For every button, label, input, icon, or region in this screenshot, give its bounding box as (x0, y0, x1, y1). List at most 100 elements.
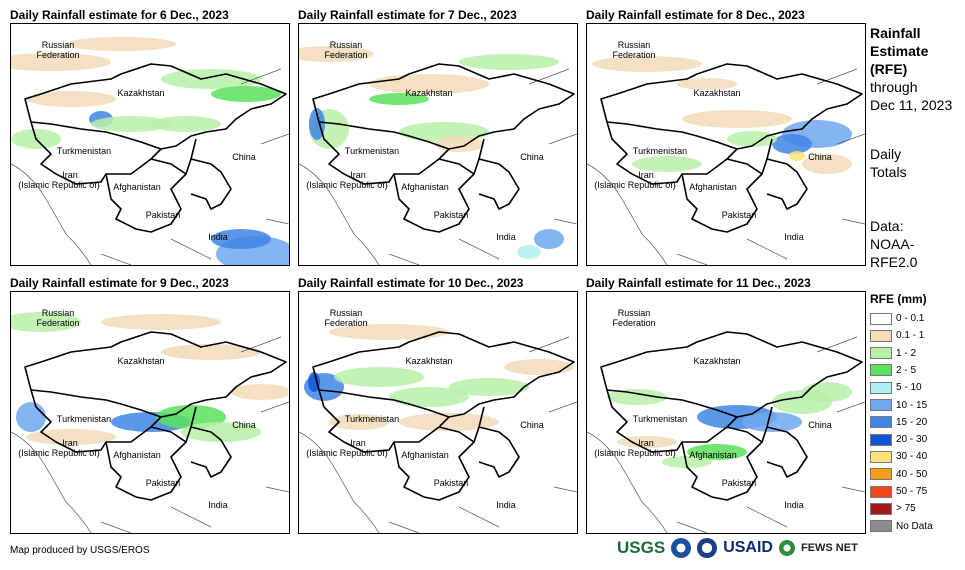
sidebar-through: through (870, 79, 918, 95)
country-outline-minor (587, 68, 865, 265)
map-label-russia-2: Federation (612, 50, 656, 60)
sidebar-title-line-3: (RFE) (870, 61, 908, 77)
legend-label: No Data (896, 520, 933, 532)
map-canvas (11, 312, 289, 533)
rain-area (101, 314, 221, 330)
map-label-china: China (232, 152, 256, 162)
rain-area (211, 229, 271, 249)
map-label-kazakhstan: Kazakhstan (405, 356, 453, 366)
sidebar-totals: Totals (870, 164, 907, 180)
map-label-russia-1: Russian (41, 308, 75, 318)
country-outline-minor (299, 68, 577, 265)
map-label-iran-2: (Islamic Republic of) (18, 448, 100, 458)
country-outline-major (312, 63, 575, 233)
rain-area (181, 422, 261, 442)
rain-area (504, 359, 574, 375)
rain-area (399, 413, 499, 431)
map-label-russia-1: Russian (329, 308, 363, 318)
map-panel-5: Russian Federation Kazakhstan Turkmenistan I… (298, 291, 578, 534)
rain-area (802, 382, 852, 402)
map-label-iran-2: (Islamic Republic of) (18, 180, 100, 190)
sidebar-source-1: NOAA- (870, 236, 915, 252)
map-label-iran-2: (Islamic Republic of) (594, 180, 676, 190)
rain-area (459, 54, 559, 70)
rain-area (11, 53, 111, 71)
sidebar-title-line-1: Rainfall (870, 25, 921, 41)
panel-title-1: Daily Rainfall estimate for 6 Dec., 2023 (10, 8, 229, 22)
legend-item: 0 - 0.1 (870, 310, 924, 327)
panel-title-5: Daily Rainfall estimate for 10 Dec., 202… (298, 276, 524, 290)
map-panel-2: Russian Federation Kazakhstan Turkmenistan I… (298, 23, 578, 266)
map-label-afghanistan: Afghanistan (689, 182, 737, 192)
rain-area (299, 46, 374, 62)
map-label-russia-2: Federation (36, 50, 80, 60)
map-label-india: India (496, 232, 516, 242)
legend-swatch (870, 312, 892, 325)
usgs-logo: USGS (617, 538, 666, 557)
legend-swatch (870, 381, 892, 394)
map-label-turkmenistan: Turkmenistan (632, 414, 688, 424)
rain-area (211, 86, 281, 102)
map-label-iran-1: Iran (638, 438, 654, 448)
map-panel-3: Russian Federation Kazakhstan Turkmenistan I… (586, 23, 866, 266)
country-outline-major (24, 63, 287, 233)
legend-item: 2 - 5 (870, 362, 916, 379)
map-label-afghanistan: Afghanistan (401, 450, 449, 460)
legend-swatch (870, 520, 892, 533)
map-label-india: India (208, 232, 228, 242)
map-label-india: India (784, 500, 804, 510)
map-label-iran-1: Iran (62, 438, 78, 448)
map-label-pakistan: Pakistan (145, 210, 181, 220)
map-label-kazakhstan: Kazakhstan (693, 356, 741, 366)
rain-area (309, 108, 325, 140)
legend-item: No Data (870, 518, 933, 535)
map-canvas (587, 331, 865, 533)
rain-area (308, 372, 320, 392)
legend-item: 5 - 10 (870, 379, 922, 396)
map-label-turkmenistan: Turkmenistan (344, 414, 400, 424)
map-label-russia-2: Federation (324, 50, 368, 60)
map-label-china: China (520, 420, 544, 430)
map-label-pakistan: Pakistan (721, 210, 757, 220)
legend-swatch (870, 364, 892, 377)
legend-label: 15 - 20 (896, 416, 928, 428)
rain-area (26, 91, 116, 107)
rain-area (449, 378, 529, 396)
map-label-india: India (784, 232, 804, 242)
sidebar-source-2: RFE2.0 (870, 254, 918, 270)
rain-area (334, 367, 424, 387)
rain-area (151, 116, 221, 132)
country-outline-minor (11, 68, 289, 265)
map-label-iran-1: Iran (350, 170, 366, 180)
fews-net-logo: FEWS NET (800, 542, 858, 554)
map-label-russia-2: Federation (612, 318, 656, 328)
map-panel-6: Russian Federation Kazakhstan Turkmenistan I… (586, 291, 866, 534)
map-canvas (587, 56, 865, 265)
map-label-kazakhstan: Kazakhstan (405, 88, 453, 98)
map-canvas (299, 46, 577, 265)
legend-label: 2 - 5 (896, 364, 917, 376)
rain-area (329, 324, 449, 340)
legend-swatch (870, 347, 892, 360)
map-label-afghanistan: Afghanistan (113, 182, 161, 192)
legend-item: > 75 (870, 500, 916, 517)
map-label-russia-2: Federation (36, 318, 80, 328)
rain-area (607, 389, 667, 405)
legend-item: 40 - 50 (870, 466, 927, 483)
map-panel-4: Russian Federation Kazakhstan Turkmenistan I… (10, 291, 290, 534)
legend-label: 5 - 10 (896, 382, 922, 394)
map-label-afghanistan: Afghanistan (401, 182, 449, 192)
rain-area (789, 151, 805, 161)
legend-swatch (870, 485, 892, 498)
map-label-china: China (520, 152, 544, 162)
legend-label: 30 - 40 (896, 451, 928, 463)
country-outline-minor (587, 336, 865, 533)
legend-label: 0 - 0.1 (896, 313, 925, 324)
legend-swatch (870, 468, 892, 481)
map-label-india: India (208, 500, 228, 510)
map-label-kazakhstan: Kazakhstan (117, 356, 165, 366)
legend-label: 1 - 2 (896, 347, 917, 359)
legend-swatch (870, 329, 892, 342)
rain-area (517, 245, 541, 259)
sidebar-title: Rainfall Estimate (RFE) through Dec 11, … (870, 24, 952, 114)
